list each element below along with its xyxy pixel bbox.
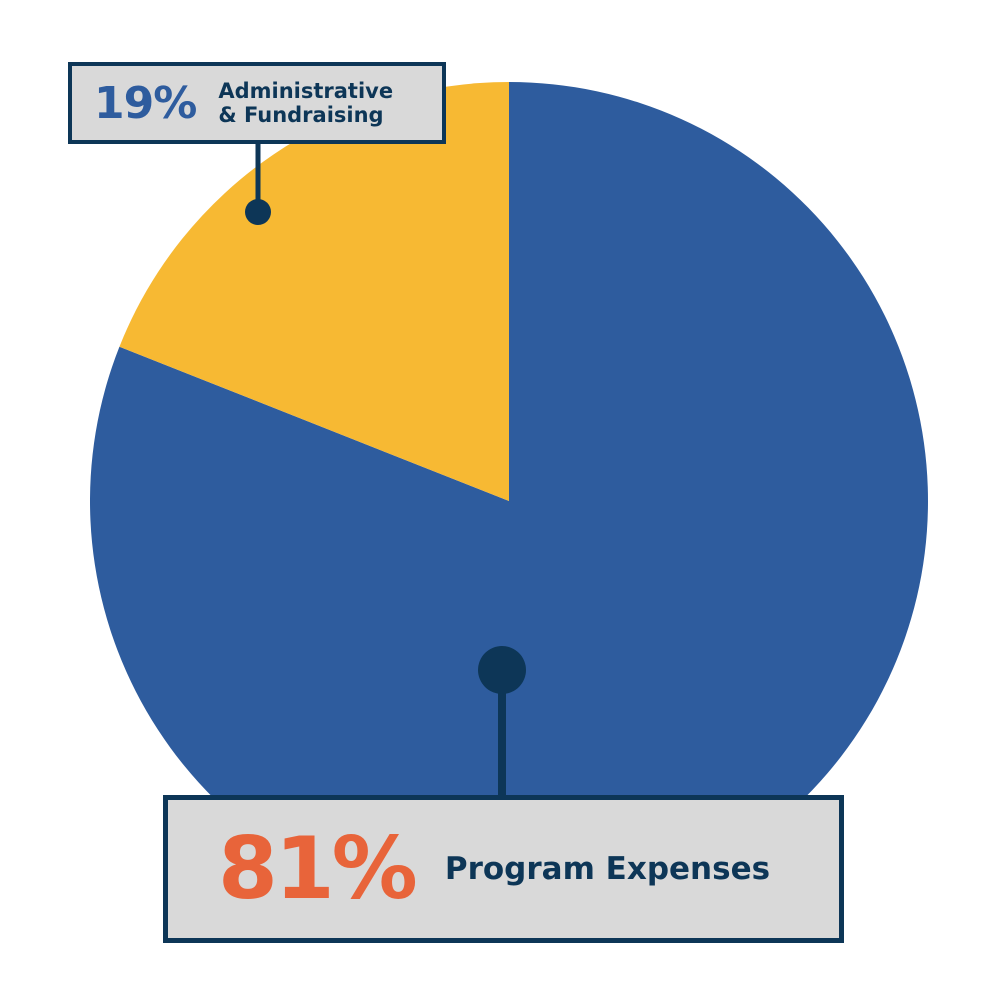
category-label: Administrative & Fundraising <box>218 79 394 127</box>
pie-slice <box>90 82 929 921</box>
label-box: 81% Program Expenses <box>163 795 844 943</box>
label-box: 19% Administrative & Fundraising <box>68 62 446 144</box>
pie-slice <box>119 82 510 501</box>
category-label: Program Expenses <box>444 851 771 887</box>
connector-dot <box>478 646 526 694</box>
value-label: 81% <box>218 819 418 919</box>
connector-dot <box>245 199 271 225</box>
value-label: 19% <box>94 77 197 129</box>
pie <box>90 82 929 921</box>
